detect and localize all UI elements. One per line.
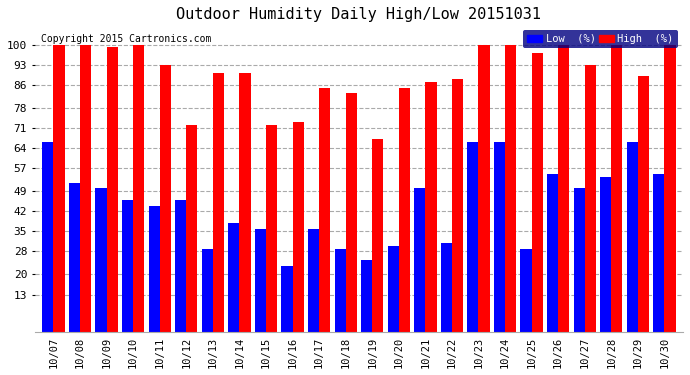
Bar bbox=[159, 65, 171, 332]
Bar bbox=[494, 142, 505, 332]
Bar bbox=[148, 206, 159, 332]
Bar bbox=[372, 140, 384, 332]
Bar bbox=[478, 45, 490, 332]
Bar bbox=[255, 228, 266, 332]
Bar bbox=[95, 188, 106, 332]
Bar bbox=[388, 246, 399, 332]
Bar bbox=[467, 142, 478, 332]
Text: Copyright 2015 Cartronics.com: Copyright 2015 Cartronics.com bbox=[41, 34, 212, 44]
Bar bbox=[653, 174, 664, 332]
Bar bbox=[308, 228, 319, 332]
Bar bbox=[266, 125, 277, 332]
Bar bbox=[106, 48, 118, 332]
Bar bbox=[361, 260, 372, 332]
Bar bbox=[547, 174, 558, 332]
Bar bbox=[228, 223, 239, 332]
Bar bbox=[346, 93, 357, 332]
Bar bbox=[335, 249, 346, 332]
Bar bbox=[175, 200, 186, 332]
Bar bbox=[584, 65, 596, 332]
Bar bbox=[611, 45, 622, 332]
Bar bbox=[600, 177, 611, 332]
Bar bbox=[186, 125, 197, 332]
Bar bbox=[573, 188, 584, 332]
Bar bbox=[399, 88, 410, 332]
Bar bbox=[69, 183, 80, 332]
Bar bbox=[42, 142, 53, 332]
Bar bbox=[293, 122, 304, 332]
Bar bbox=[201, 249, 213, 332]
Bar bbox=[414, 188, 425, 332]
Bar bbox=[53, 45, 65, 332]
Bar bbox=[505, 45, 516, 332]
Bar bbox=[627, 142, 638, 332]
Bar bbox=[133, 45, 144, 332]
Bar bbox=[452, 79, 463, 332]
Title: Outdoor Humidity Daily High/Low 20151031: Outdoor Humidity Daily High/Low 20151031 bbox=[177, 7, 542, 22]
Bar bbox=[122, 200, 133, 332]
Bar bbox=[441, 243, 452, 332]
Legend: Low  (%), High  (%): Low (%), High (%) bbox=[522, 30, 678, 48]
Bar bbox=[319, 88, 331, 332]
Bar bbox=[531, 53, 543, 332]
Bar bbox=[664, 45, 676, 332]
Bar bbox=[213, 74, 224, 332]
Bar bbox=[80, 45, 91, 332]
Bar bbox=[425, 82, 437, 332]
Bar bbox=[638, 76, 649, 332]
Bar bbox=[239, 74, 250, 332]
Bar bbox=[558, 45, 569, 332]
Bar bbox=[520, 249, 531, 332]
Bar bbox=[282, 266, 293, 332]
